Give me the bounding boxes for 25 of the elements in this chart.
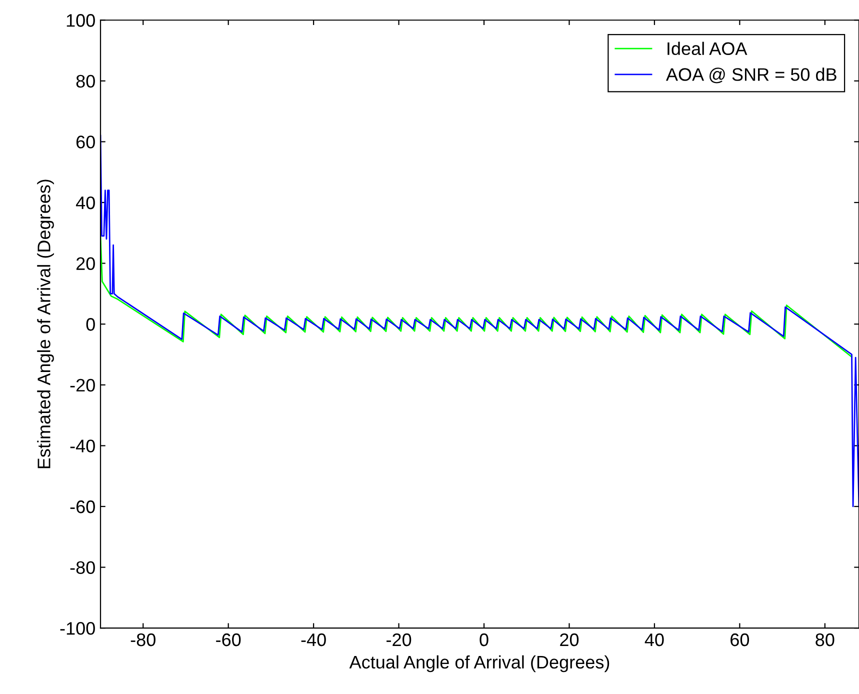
y-tick-label: -20	[70, 378, 95, 392]
y-axis-title: Estimated Angle of Arrival (Degrees)	[37, 180, 54, 468]
legend-label: Ideal AOA	[668, 42, 748, 56]
x-tick-label: 80	[816, 633, 834, 646]
x-tick-label: 40	[644, 633, 664, 646]
x-tick-label: 60	[730, 633, 750, 646]
y-tick-label: 100	[66, 14, 95, 27]
x-tick-label: 0	[480, 633, 488, 646]
y-tick-label: 80	[76, 74, 95, 88]
x-tick-label: -20	[386, 633, 412, 646]
line-series	[100, 235, 852, 358]
y-tick-label: -60	[70, 500, 95, 514]
y-tick-label: 20	[76, 257, 95, 270]
y-tick-label: -100	[60, 622, 95, 635]
y-tick-label: 60	[76, 136, 95, 148]
x-tick-label: -60	[216, 633, 241, 646]
x-tick-label: 20	[560, 633, 579, 646]
y-tick-label: -40	[70, 440, 95, 452]
y-tick-label: -80	[70, 561, 95, 574]
legend-label: AOA @ SNR = 50 dB	[666, 68, 836, 84]
x-tick-label: -40	[301, 633, 326, 646]
x-axis-title: Actual Angle of Arrival (Degrees)	[349, 655, 610, 672]
y-tick-label: 40	[76, 196, 95, 210]
x-tick-label: -80	[130, 633, 156, 646]
y-tick-label: 0	[86, 318, 95, 331]
